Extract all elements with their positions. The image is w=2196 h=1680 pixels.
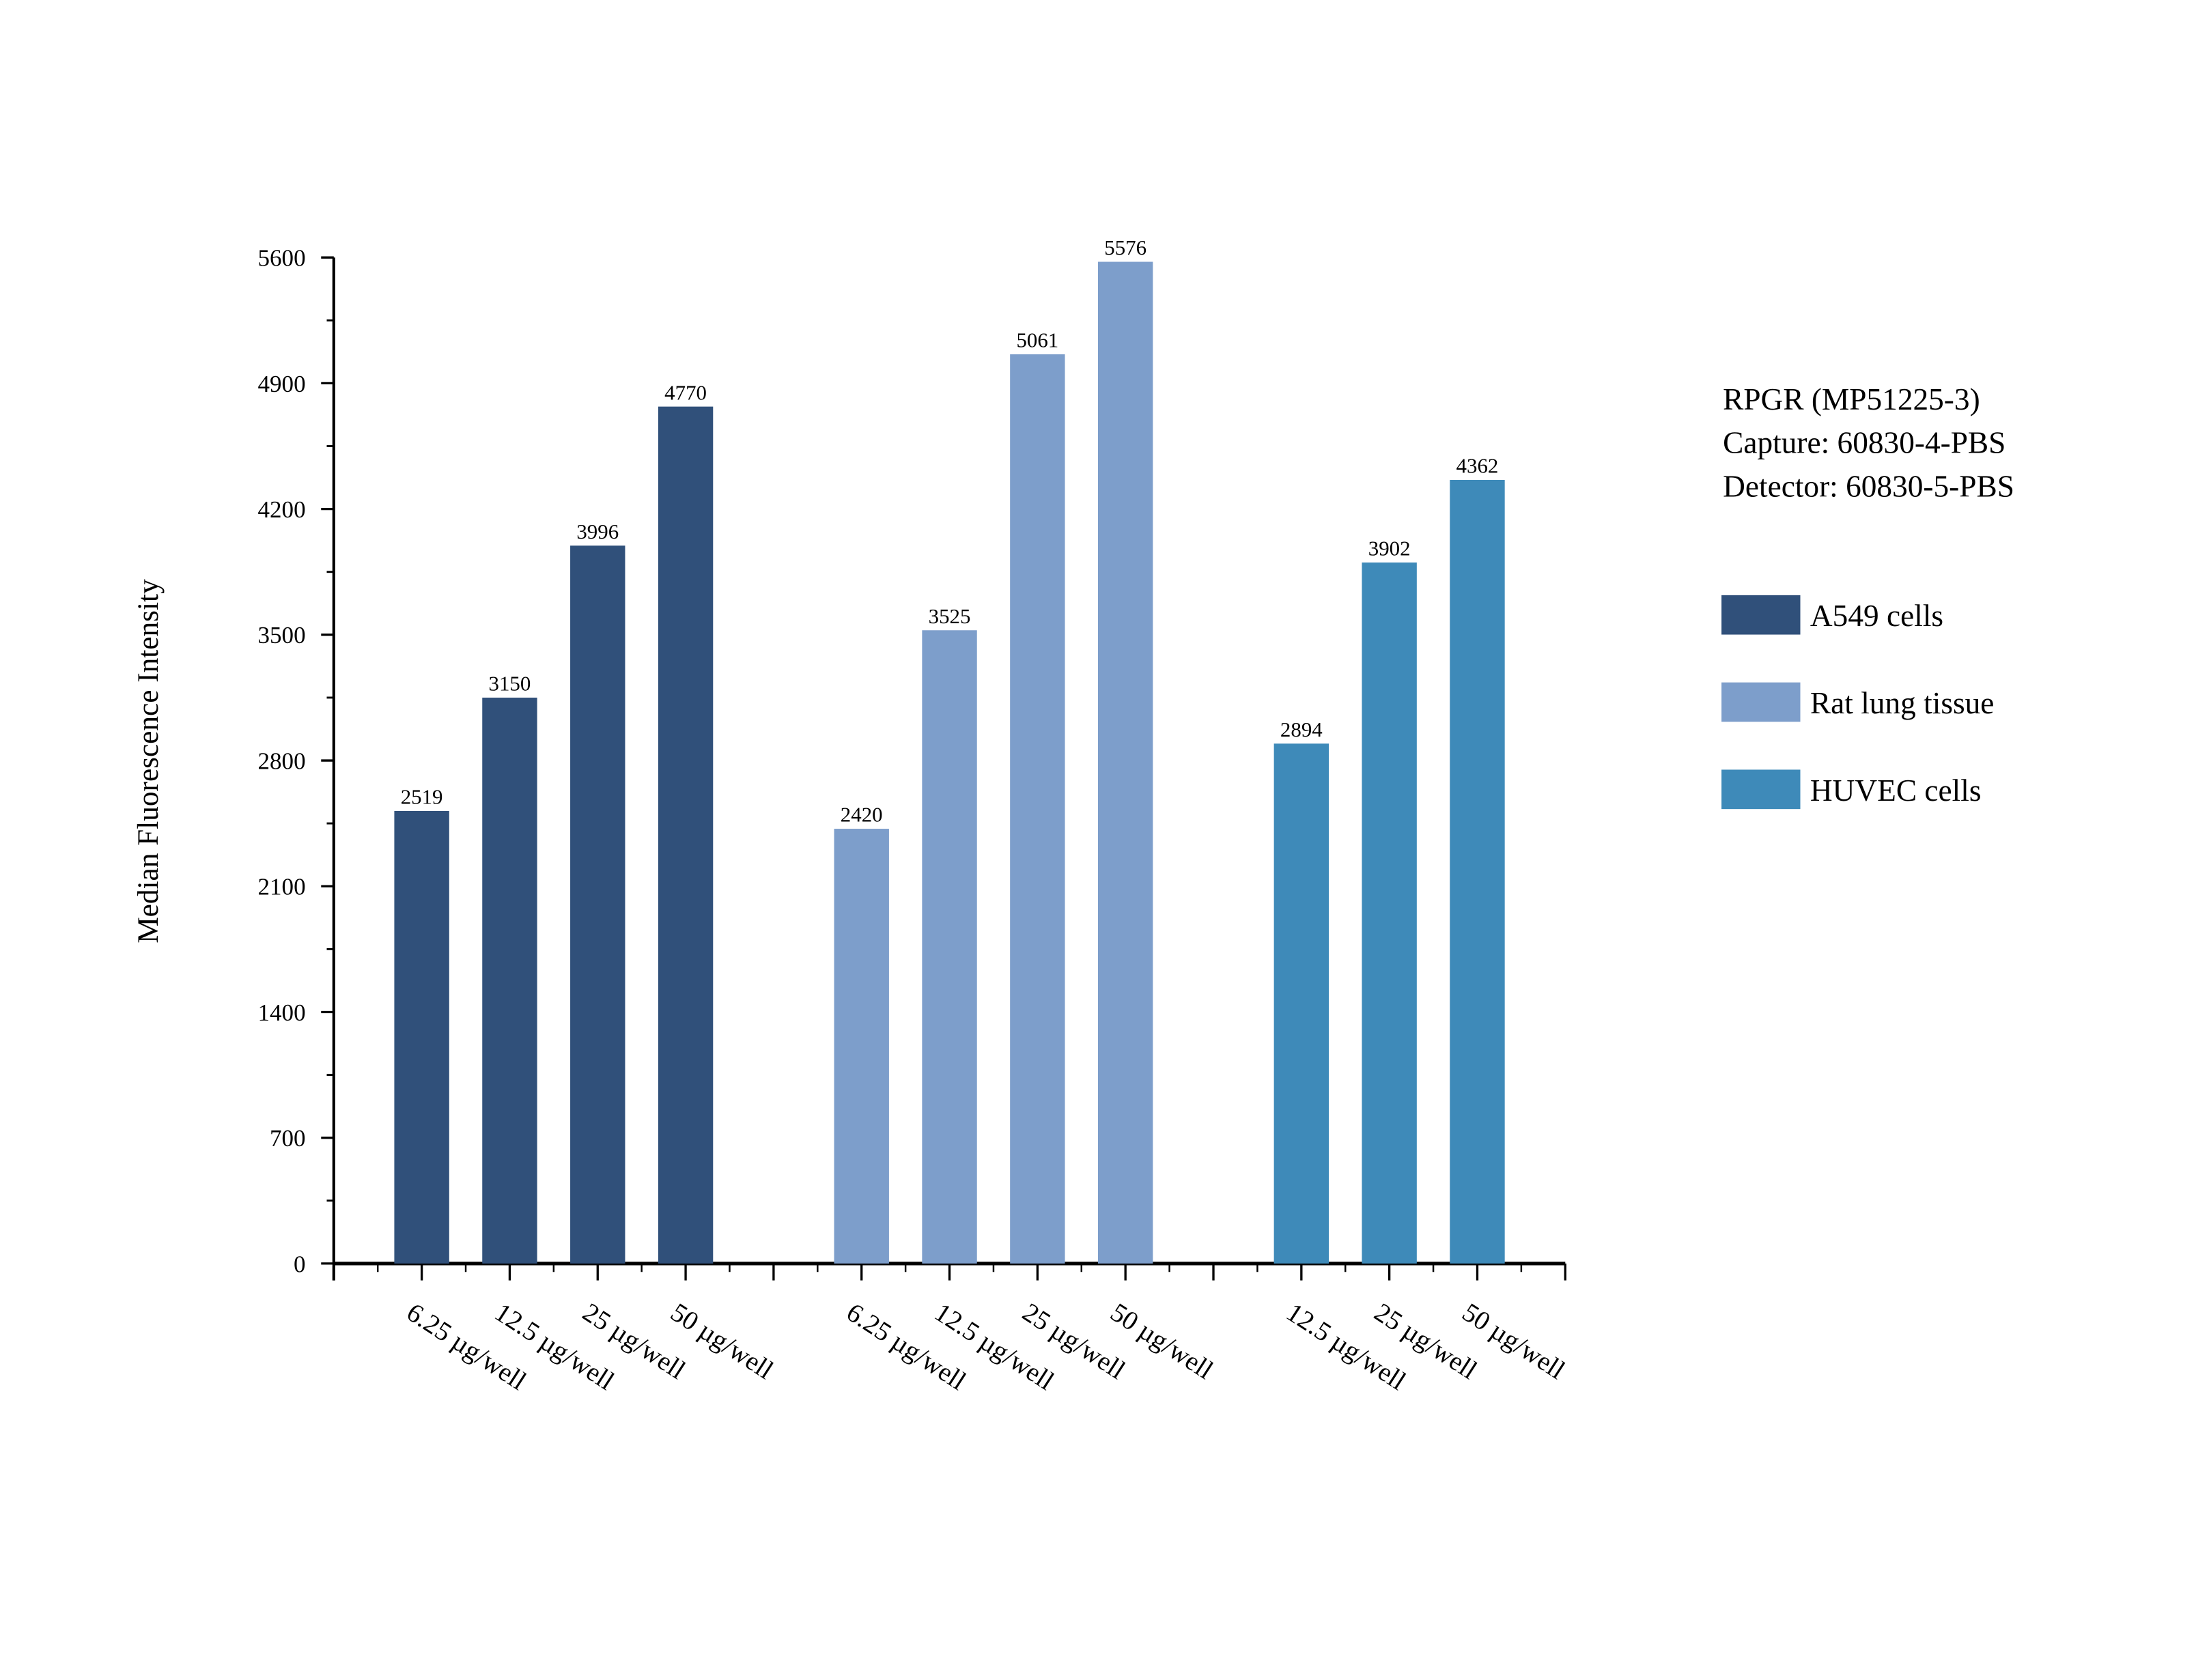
bar-value-label: 4362 [1456, 454, 1499, 478]
bar [1273, 743, 1329, 1264]
y-tick-label: 1400 [258, 999, 306, 1026]
bar [1098, 261, 1153, 1264]
y-tick-label: 5600 [258, 245, 306, 272]
legend: RPGR (MP51225-3) Capture: 60830-4-PBS Dete… [1721, 382, 2014, 810]
y-axis-label: Median Fluorescence Intensity [132, 579, 165, 943]
bar-value-label: 2894 [1280, 717, 1323, 741]
legend-swatch [1721, 682, 1801, 722]
y-tick-label: 3500 [258, 622, 306, 649]
bar [1450, 479, 1505, 1264]
y-tick-label: 4200 [258, 496, 306, 523]
bar-value-label: 2519 [401, 785, 443, 809]
bar [1362, 563, 1417, 1264]
y-tick-label: 2100 [258, 874, 306, 900]
axes: 0 700 1400 2100 2800 3500 4200 4900 5600 [258, 245, 1566, 1281]
bar [834, 829, 889, 1264]
legend-swatch [1721, 595, 1801, 635]
annotation-line: RPGR (MP51225-3) [1723, 382, 1980, 416]
y-tick-label: 0 [294, 1251, 306, 1277]
bar-value-label: 2420 [841, 803, 883, 827]
annotation-line: Capture: 60830-4-PBS [1723, 426, 2005, 460]
bar-value-label: 3996 [576, 519, 619, 543]
bar [658, 406, 714, 1264]
bar-value-label: 4770 [664, 380, 707, 404]
bar [922, 630, 977, 1264]
bar [394, 810, 449, 1264]
legend-swatch [1721, 769, 1801, 810]
bar-value-label: 3902 [1368, 537, 1411, 560]
bar-value-label: 3525 [929, 604, 971, 628]
annotation-line: Detector: 60830-5-PBS [1723, 470, 2014, 504]
bar [482, 697, 537, 1264]
bar-value-label: 3150 [489, 672, 531, 696]
bar [570, 545, 625, 1264]
bar [1010, 354, 1065, 1264]
y-tick-label: 4900 [258, 371, 306, 397]
bar-value-label: 5061 [1016, 328, 1058, 352]
y-tick-label: 700 [270, 1125, 306, 1152]
bar-value-label: 5576 [1104, 236, 1146, 259]
legend-label: HUVEC cells [1810, 773, 1982, 808]
y-tick-label: 2800 [258, 748, 306, 774]
legend-label: Rat lung tissue [1810, 686, 1994, 720]
legend-label: A549 cells [1810, 599, 1943, 633]
